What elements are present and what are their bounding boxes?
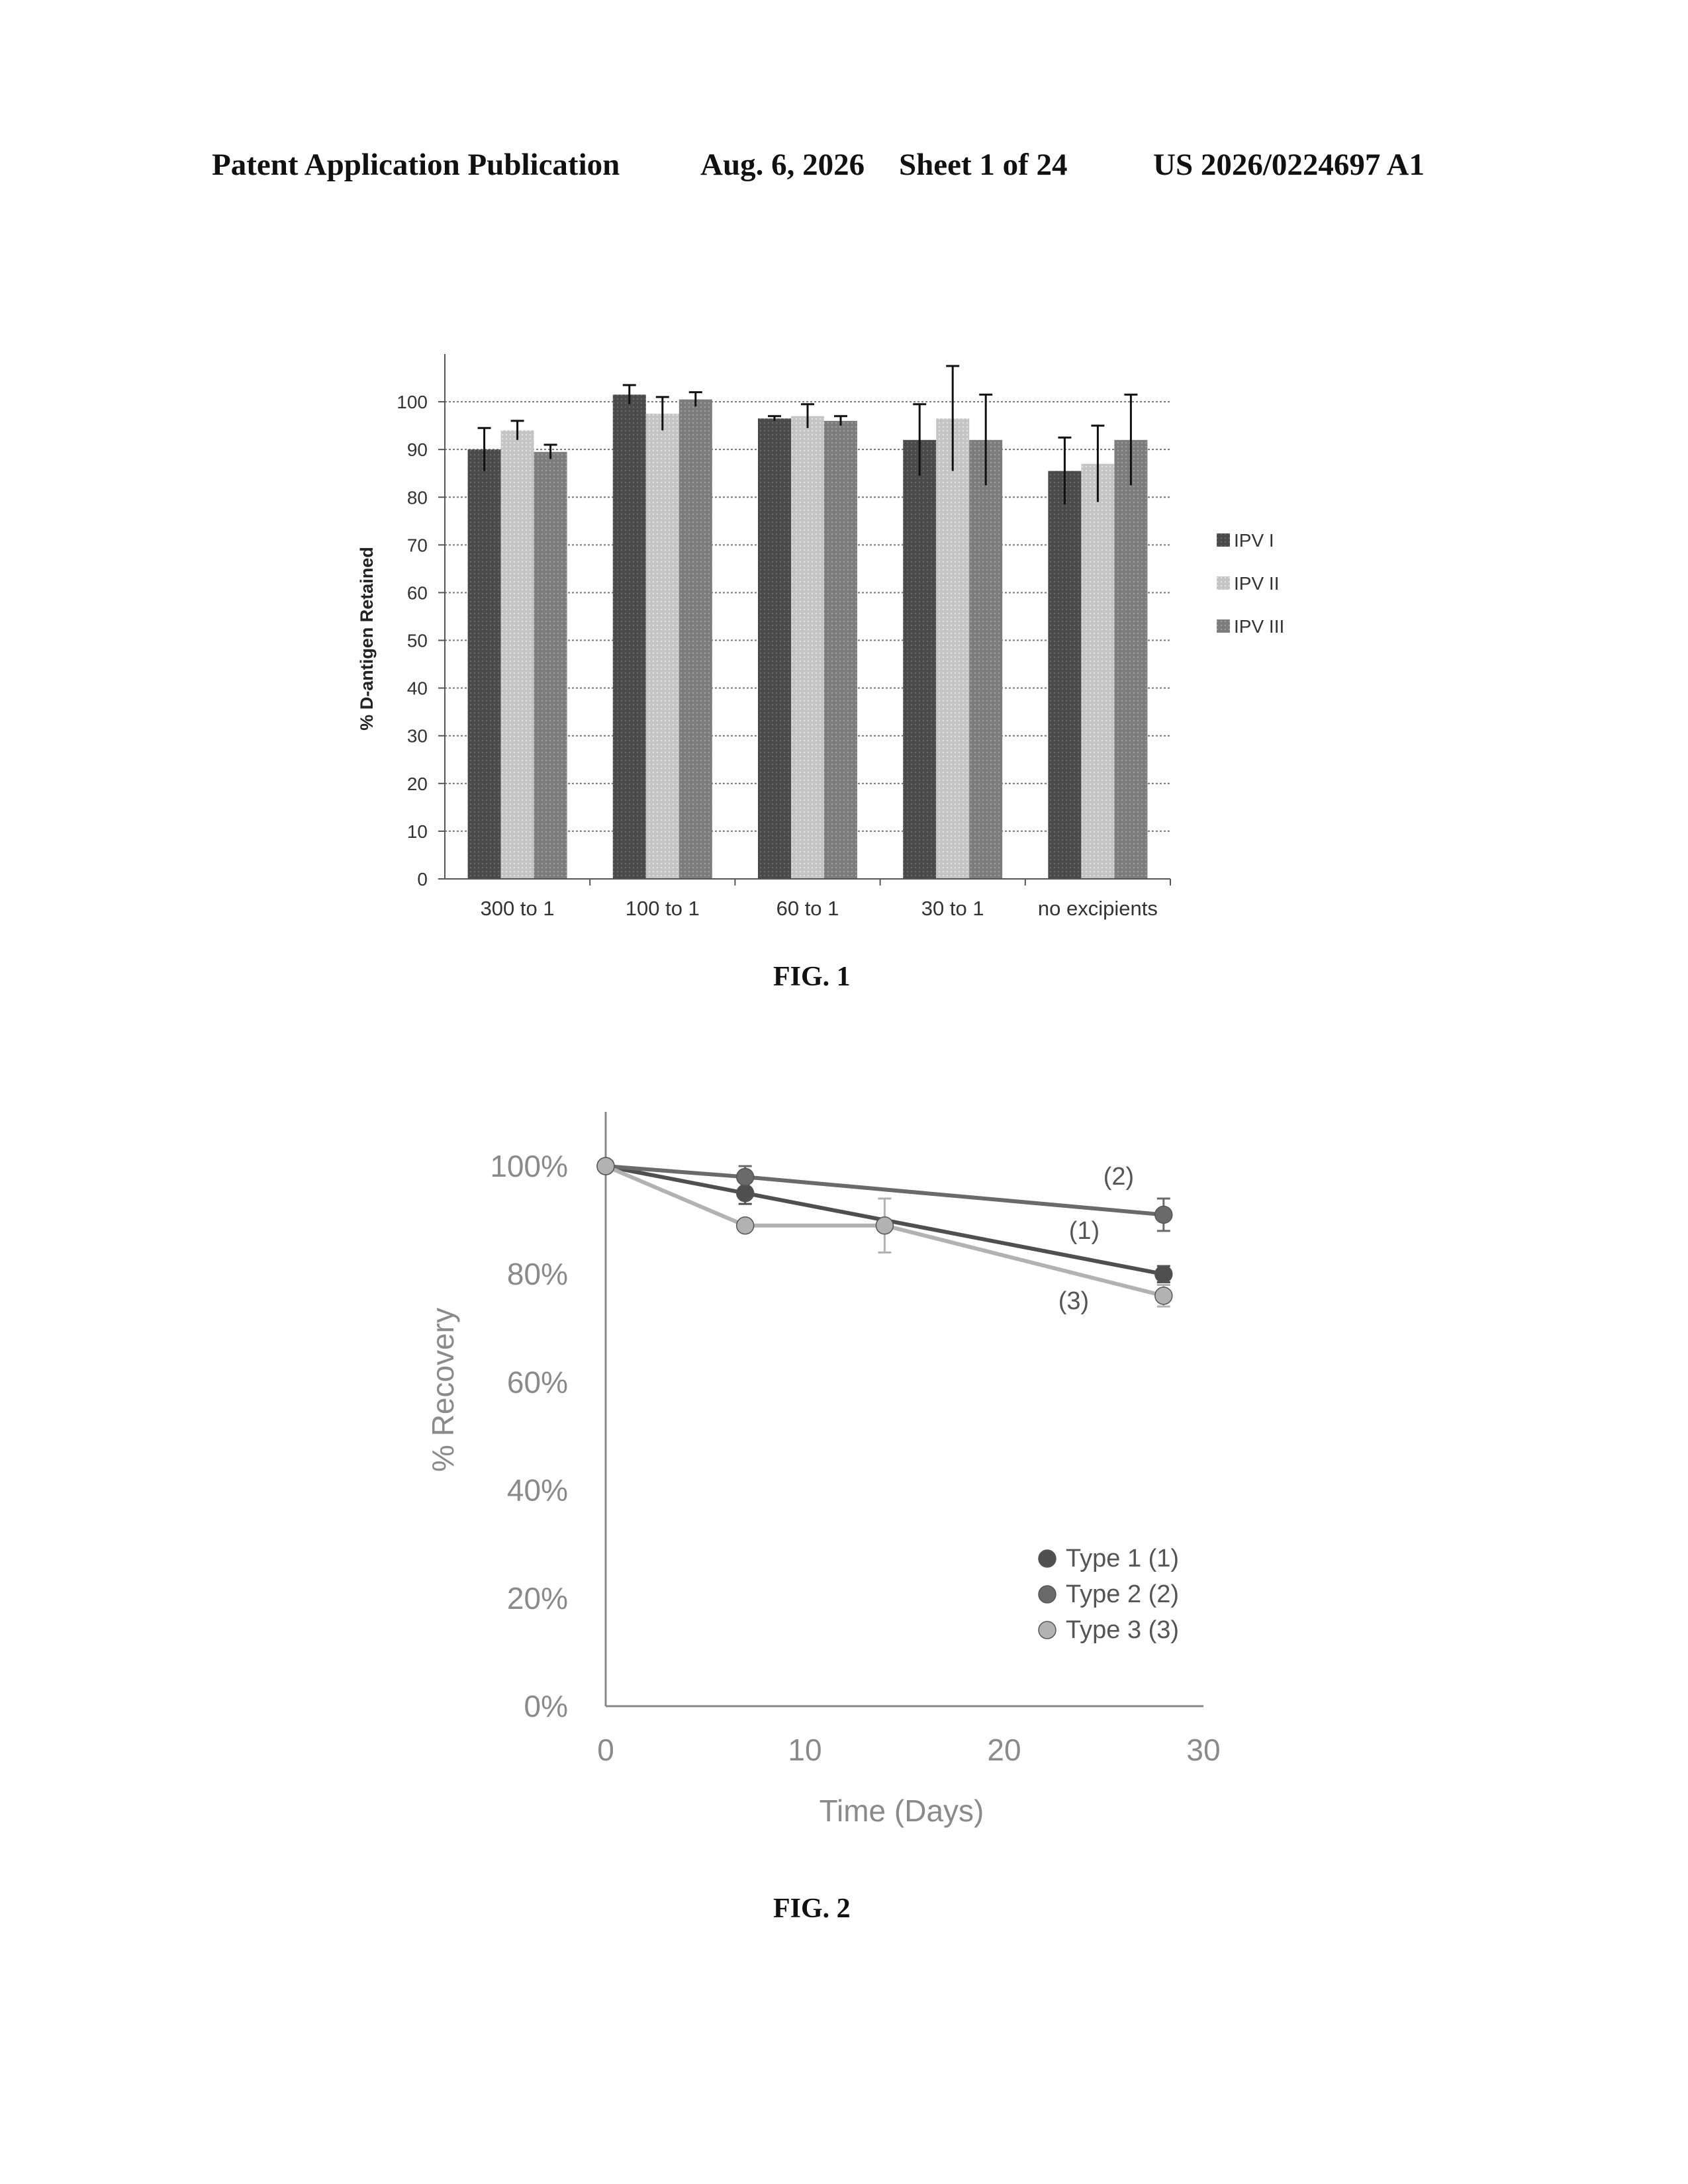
bar xyxy=(501,430,534,879)
fig1-bar-chart: 0 10 20 30 40 50 60 70 80 90 100 300 to 1 100 to 1 6… xyxy=(0,0,1688,993)
data-point xyxy=(1155,1287,1172,1304)
x-tick-label: 0 xyxy=(597,1733,614,1767)
legend-marker xyxy=(1039,1621,1056,1639)
series-annotation: (3) xyxy=(1058,1287,1089,1315)
series-annotation: (1) xyxy=(1069,1217,1100,1245)
y-tick-label: 80% xyxy=(507,1257,568,1291)
data-point xyxy=(876,1217,893,1234)
bar xyxy=(903,440,936,879)
data-point xyxy=(737,1185,754,1202)
series-annotation: (2) xyxy=(1103,1163,1134,1191)
y-tick-label: 70 xyxy=(407,535,428,555)
legend-label: Type 3 (3) xyxy=(1066,1616,1179,1644)
bar xyxy=(613,394,646,879)
fig1-y-axis-label: % D-antigen Retained xyxy=(357,547,377,731)
y-tick-label: 20 xyxy=(407,774,428,794)
y-tick-label: 10 xyxy=(407,821,428,842)
data-point xyxy=(1155,1206,1172,1223)
bar xyxy=(534,452,567,879)
legend-label: Type 2 (2) xyxy=(1066,1580,1179,1608)
x-tick-label: 30 to 1 xyxy=(921,897,984,920)
fig1-label: FIG. 1 xyxy=(773,961,851,993)
fig2-label: FIG. 2 xyxy=(773,1893,851,1925)
bar xyxy=(1081,464,1114,879)
x-tick-label: 300 to 1 xyxy=(481,897,555,920)
bar xyxy=(1114,440,1147,879)
data-point xyxy=(597,1158,614,1175)
bar xyxy=(758,418,791,879)
x-tick-label: 10 xyxy=(788,1733,821,1767)
bar xyxy=(646,414,679,879)
bar xyxy=(936,418,969,879)
legend-swatch xyxy=(1217,576,1230,590)
y-tick-label: 40% xyxy=(507,1473,568,1508)
y-tick-label: 20% xyxy=(507,1581,568,1615)
fig2-y-axis-label: % Recovery xyxy=(426,1308,460,1472)
y-tick-label: 100% xyxy=(490,1149,568,1183)
data-point xyxy=(737,1217,754,1234)
fig2-x-axis-label: Time (Days) xyxy=(820,1794,984,1828)
y-tick-label: 90 xyxy=(407,439,428,460)
x-tick-label: 30 xyxy=(1186,1733,1220,1767)
data-point xyxy=(737,1168,754,1185)
x-tick-label: no excipients xyxy=(1038,897,1158,920)
y-tick-label: 50 xyxy=(407,631,428,651)
fig2-line-chart: 0% 20% 40% 60% 80% 100% 0 10 20 30 (1)(2) (3) Typ… xyxy=(0,1059,1688,1919)
x-tick-label: 100 to 1 xyxy=(626,897,700,920)
bar xyxy=(679,399,712,879)
x-tick-label: 60 to 1 xyxy=(776,897,839,920)
y-tick-label: 0 xyxy=(417,869,428,889)
data-point xyxy=(1155,1265,1172,1283)
bar xyxy=(969,440,1002,879)
legend-marker xyxy=(1039,1550,1056,1567)
y-tick-label: 100 xyxy=(397,392,428,412)
bar xyxy=(824,421,857,879)
y-tick-label: 40 xyxy=(407,678,428,699)
y-tick-label: 30 xyxy=(407,726,428,747)
legend-label: IPV III xyxy=(1234,616,1284,637)
legend-label: IPV II xyxy=(1234,573,1279,594)
x-tick-label: 20 xyxy=(987,1733,1021,1767)
legend-swatch xyxy=(1217,619,1230,633)
legend-label: IPV I xyxy=(1234,530,1274,551)
legend-marker xyxy=(1039,1586,1056,1603)
y-tick-label: 80 xyxy=(407,487,428,508)
y-tick-label: 0% xyxy=(524,1689,568,1723)
bar xyxy=(468,449,501,879)
y-tick-label: 60% xyxy=(507,1365,568,1399)
bar xyxy=(791,416,824,879)
legend-swatch xyxy=(1217,533,1230,547)
y-tick-label: 60 xyxy=(407,582,428,603)
legend-label: Type 1 (1) xyxy=(1066,1545,1179,1572)
bar xyxy=(1048,471,1081,879)
